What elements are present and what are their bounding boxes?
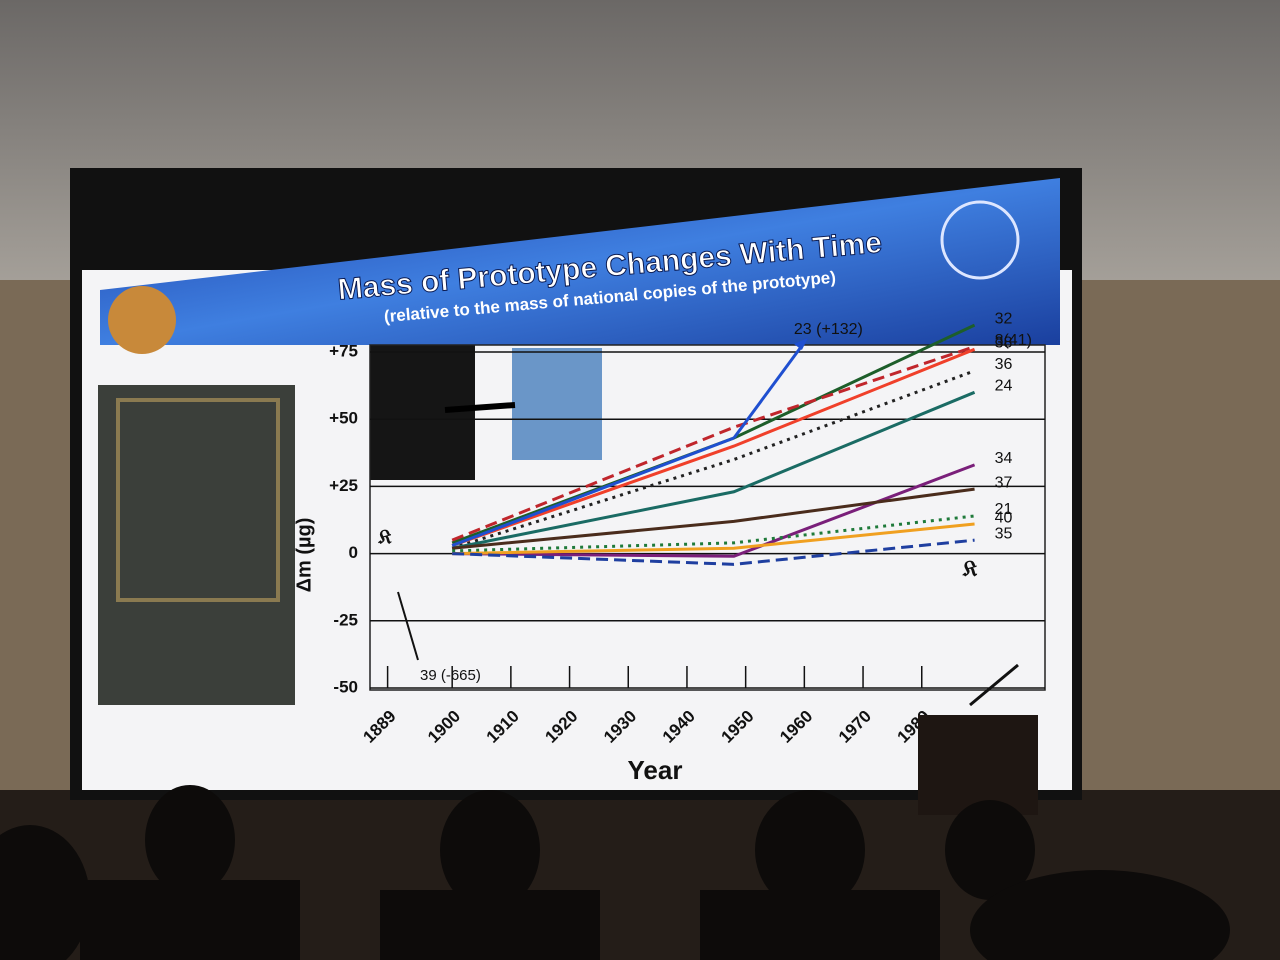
series-label: 8(41) — [995, 332, 1032, 349]
series-label: 23 (+132) — [794, 321, 863, 338]
microphone — [969, 663, 1019, 707]
plot-frame — [369, 344, 1046, 691]
slide-banner — [100, 178, 1060, 345]
y-tick-label: 0 — [349, 543, 358, 562]
medal-icon — [108, 286, 176, 354]
series-label: 37 — [995, 474, 1013, 491]
series-line — [452, 514, 975, 553]
y-tick-label: -25 — [333, 610, 358, 629]
y-tick-label: -50 — [333, 677, 358, 696]
series-arrow — [732, 342, 806, 439]
series-label: 38 — [995, 335, 1013, 352]
series-label: 21 — [995, 501, 1013, 518]
series-label: 35 — [995, 525, 1013, 542]
series-line — [451, 347, 976, 547]
series-label: 24 — [995, 378, 1013, 395]
series-label: 32 — [995, 310, 1013, 327]
x-axis-label: Year — [628, 755, 683, 785]
series-line — [451, 369, 976, 550]
series-line — [452, 538, 975, 566]
copy-photo — [512, 348, 602, 460]
y-tick-label: +25 — [329, 476, 358, 495]
audience — [0, 785, 1230, 960]
photo-arrow — [444, 402, 516, 413]
series-line — [451, 436, 735, 547]
y-axis-label: Δm (µg) — [293, 518, 315, 593]
balance-frame — [116, 398, 280, 602]
series-line — [452, 463, 976, 558]
logo-icon — [940, 200, 1020, 280]
podium — [918, 715, 1038, 815]
series-line — [451, 345, 976, 542]
annotation: 𝔎 — [377, 526, 391, 548]
y-tick-label: +50 — [329, 409, 358, 428]
prototype-photo — [370, 345, 475, 480]
annotation: 39 (-665) — [420, 667, 481, 684]
series-line — [452, 487, 975, 550]
series-label: 34 — [995, 450, 1013, 467]
balance-photo — [98, 385, 295, 705]
annotation-arrow — [397, 591, 419, 661]
y-tick-label: +75 — [329, 341, 358, 360]
annotation: 𝔎 — [962, 556, 978, 581]
series-label: 36 — [995, 356, 1013, 373]
series-label: 40 — [995, 509, 1013, 526]
series-line — [452, 522, 975, 556]
arrow-head — [793, 338, 808, 351]
series-line — [451, 390, 976, 550]
